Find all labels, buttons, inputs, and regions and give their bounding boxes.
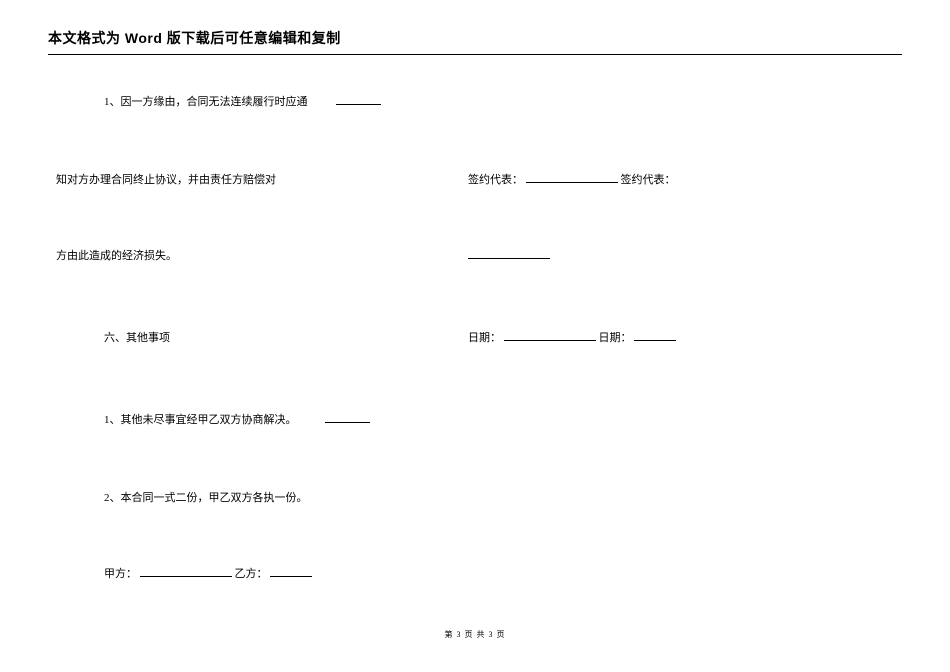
row4-text: 六、其他事项 — [104, 332, 170, 344]
date-label-2: 日期： — [599, 332, 632, 344]
date-line-1 — [504, 329, 596, 341]
party-b-line — [270, 565, 312, 577]
row7-left: 甲方： 乙方： — [48, 565, 388, 581]
row4-right: 日期： 日期： — [388, 329, 902, 345]
sign-rep-label-2: 签约代表： — [621, 174, 676, 186]
content-row-3: 方由此造成的经济损失。 — [48, 247, 902, 263]
row3-text: 方由此造成的经济损失。 — [56, 250, 177, 262]
party-b-label: 乙方： — [235, 568, 268, 580]
signature-line-1 — [526, 171, 618, 183]
date-line-2 — [634, 329, 676, 341]
content-row-5: 1、其他未尽事宜经甲乙双方协商解决。 — [48, 411, 902, 427]
row6-text: 2、本合同一式二份，甲乙双方各执一份。 — [104, 492, 308, 504]
page-number: 第 3 页 共 3 页 — [445, 630, 506, 639]
row5-text: 1、其他未尽事宜经甲乙双方协商解决。 — [104, 414, 297, 426]
row5-left: 1、其他未尽事宜经甲乙双方协商解决。 — [48, 411, 388, 427]
row2-left: 知对方办理合同终止协议，并由责任方赔偿对 — [48, 171, 388, 187]
row2-right: 签约代表： 签约代表： — [388, 171, 902, 187]
page-container: 本文格式为 Word 版下载后可任意编辑和复制 1、因一方缘由，合同无法连续履行… — [0, 0, 950, 672]
document-header: 本文格式为 Word 版下载后可任意编辑和复制 — [48, 28, 902, 55]
row1-text: 1、因一方缘由，合同无法连续履行时应通 — [104, 96, 308, 108]
content-row-2: 知对方办理合同终止协议，并由责任方赔偿对 签约代表： 签约代表： — [48, 171, 902, 187]
page-footer: 第 3 页 共 3 页 — [0, 629, 950, 640]
content-row-6: 2、本合同一式二份，甲乙双方各执一份。 — [48, 489, 902, 505]
row4-left: 六、其他事项 — [48, 329, 388, 345]
content-row-1: 1、因一方缘由，合同无法连续履行时应通 — [48, 93, 902, 109]
header-title: 本文格式为 Word 版下载后可任意编辑和复制 — [48, 28, 902, 48]
content-row-4: 六、其他事项 日期： 日期： — [48, 329, 902, 345]
party-a-label: 甲方： — [104, 568, 137, 580]
content-row-7: 甲方： 乙方： — [48, 565, 902, 581]
sign-rep-label-1: 签约代表： — [468, 174, 523, 186]
row1-left: 1、因一方缘由，合同无法连续履行时应通 — [48, 93, 388, 109]
party-a-line — [140, 565, 232, 577]
row3-right — [388, 247, 902, 262]
date-label-1: 日期： — [468, 332, 501, 344]
row2-text: 知对方办理合同终止协议，并由责任方赔偿对 — [56, 174, 276, 186]
blank-line — [336, 93, 381, 105]
blank-line — [468, 247, 550, 259]
row3-left: 方由此造成的经济损失。 — [48, 247, 388, 263]
row6-left: 2、本合同一式二份，甲乙双方各执一份。 — [48, 489, 388, 505]
blank-line — [325, 411, 370, 423]
